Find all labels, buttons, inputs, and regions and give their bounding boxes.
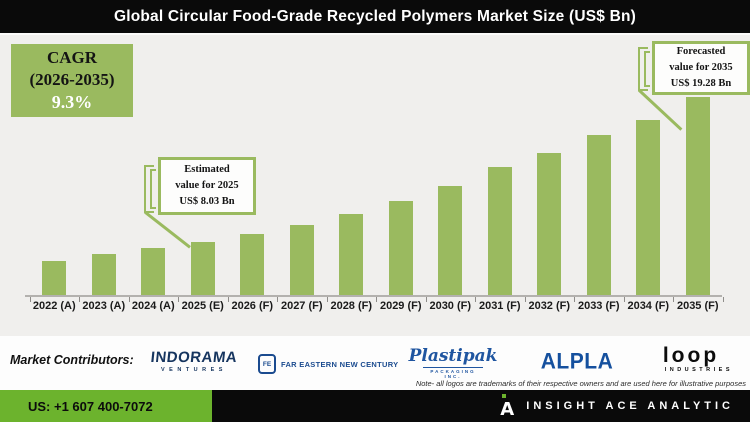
contributors-label: Market Contributors:	[10, 353, 134, 367]
forecasted-callout-bracket-outer	[638, 47, 648, 91]
x-tick-label-2033: 2033 (F)	[577, 300, 620, 312]
x-tick-label-2026: 2026 (F)	[231, 300, 274, 312]
forecasted-callout-bracket-inner	[644, 51, 650, 87]
x-axis-tick	[227, 297, 229, 302]
estimated-line1: Estimated	[184, 164, 230, 176]
estimated-line2: value for 2025	[175, 180, 239, 192]
x-axis-tick	[574, 297, 575, 302]
x-tick-label-2029: 2029 (F)	[379, 300, 422, 312]
estimated-value: US$ 8.03 Bn	[179, 195, 235, 207]
x-axis-tick	[623, 297, 625, 302]
x-tick-label-2030: 2030 (F)	[429, 300, 472, 312]
plastipak-logo-text: Plastipak	[408, 346, 498, 366]
x-tick-label-2024: 2024 (A)	[131, 300, 175, 312]
x-axis-tick	[376, 297, 377, 302]
title-bar: Global Circular Food-Grade Recycled Poly…	[0, 0, 750, 33]
x-tick-label-2035: 2035 (F)	[676, 300, 719, 312]
x-axis-tick	[79, 297, 80, 302]
insight-ace-logo-icon: A	[500, 394, 516, 420]
bar-2035	[685, 97, 710, 295]
x-axis-tick	[277, 297, 278, 302]
bar-2022	[42, 261, 67, 295]
x-axis-tick	[425, 297, 427, 302]
x-tick-label-2032: 2032 (F)	[528, 300, 571, 312]
bar-2025	[190, 242, 215, 295]
bar-2033	[586, 135, 611, 295]
bar-2023	[91, 254, 116, 295]
plot: 2022 (A) 2023 (A) 2024 (A) 2025 (E) 2026 (F)…	[0, 35, 750, 338]
contributors-strip: Market Contributors: INDORAMA VENTURES F…	[0, 336, 750, 390]
brand-name: INSIGHT ACE ANALYTIC	[526, 400, 734, 412]
forecasted-value: US$ 19.28 Bn	[670, 77, 732, 89]
footer-bar: US: +1 607 400-7072 A INSIGHT ACE ANALYT…	[0, 390, 750, 422]
bar-2030	[438, 186, 463, 295]
loop-industries-logo: loop INDUSTRIES	[645, 345, 737, 373]
loop-logo-subtext: INDUSTRIES	[664, 367, 733, 373]
fenc-monogram-icon: FE	[258, 354, 276, 374]
forecasted-line2: value for 2035	[669, 62, 733, 74]
alpla-logo-text: ALPLA	[540, 349, 614, 374]
callout-forecasted-2035: Forecasted value for 2035 US$ 19.28 Bn	[652, 41, 750, 95]
bar-2029	[388, 201, 413, 295]
x-axis-tick	[722, 297, 724, 302]
x-axis-tick	[178, 297, 179, 302]
callout-estimated-2025: Estimated value for 2025 US$ 8.03 Bn	[158, 157, 256, 215]
fenc-logo-text: FAR EASTERN NEW CENTURY	[281, 359, 399, 369]
bar-2026	[240, 234, 265, 295]
x-axis-tick	[673, 297, 674, 302]
trademark-note: Note- all logos are trademarks of their …	[415, 379, 746, 388]
x-axis-tick	[475, 297, 476, 302]
plastipak-logo-subtext: PACKAGING INC.	[423, 367, 483, 379]
cagr-value: 9.3%	[51, 91, 93, 112]
bar-2031	[487, 167, 512, 295]
x-tick-label-2027: 2027 (F)	[280, 300, 323, 312]
logo-a-glyph: A	[500, 399, 515, 420]
x-tick-label-2022: 2022 (A)	[32, 300, 76, 312]
x-tick-label-2028: 2028 (F)	[330, 300, 373, 312]
indorama-ventures-logo: INDORAMA VENTURES	[148, 349, 240, 373]
bar-2027	[289, 225, 314, 295]
x-axis-tick	[128, 297, 130, 302]
x-tick-label-2025: 2025 (E)	[181, 300, 224, 312]
bar-2034	[636, 120, 661, 295]
x-tick-label-2031: 2031 (F)	[478, 300, 521, 312]
x-axis-tick	[326, 297, 328, 302]
alpla-logo: ALPLA	[530, 349, 624, 374]
chart-area: 2022 (A) 2023 (A) 2024 (A) 2025 (E) 2026 (F)…	[0, 33, 750, 338]
cagr-period: (2026-2035)	[29, 69, 115, 89]
estimated-callout-bracket-inner	[150, 169, 156, 209]
x-axis-tick	[524, 297, 526, 302]
phone-number: US: +1 607 400-7072	[28, 398, 153, 414]
loop-logo-text: loop	[662, 344, 720, 367]
x-tick-label-2034: 2034 (F)	[627, 300, 670, 312]
indorama-logo-subtext: VENTURES	[161, 367, 227, 373]
x-tick-label-2023: 2023 (A)	[82, 300, 126, 312]
phone-block: US: +1 607 400-7072	[0, 390, 212, 422]
logo-green-dot	[502, 394, 507, 398]
x-axis-tick	[29, 297, 31, 302]
chart-title: Global Circular Food-Grade Recycled Poly…	[113, 7, 637, 25]
far-eastern-new-century-logo: FE FAR EASTERN NEW CENTURY	[258, 354, 398, 374]
bar-2028	[339, 214, 364, 295]
indorama-logo-text: INDORAMA	[149, 349, 239, 366]
forecasted-line1: Forecasted	[676, 46, 726, 58]
bar-2024	[141, 248, 166, 295]
brand-block: A INSIGHT ACE ANALYTIC	[500, 390, 750, 422]
plastipak-logo: Plastipak PACKAGING INC.	[408, 346, 498, 379]
estimated-callout-bracket-outer	[144, 165, 154, 213]
x-axis-line	[25, 295, 722, 297]
cagr-label: CAGR	[46, 47, 98, 67]
cagr-box: CAGR (2026-2035) 9.3%	[11, 44, 133, 117]
bar-2032	[537, 153, 562, 295]
